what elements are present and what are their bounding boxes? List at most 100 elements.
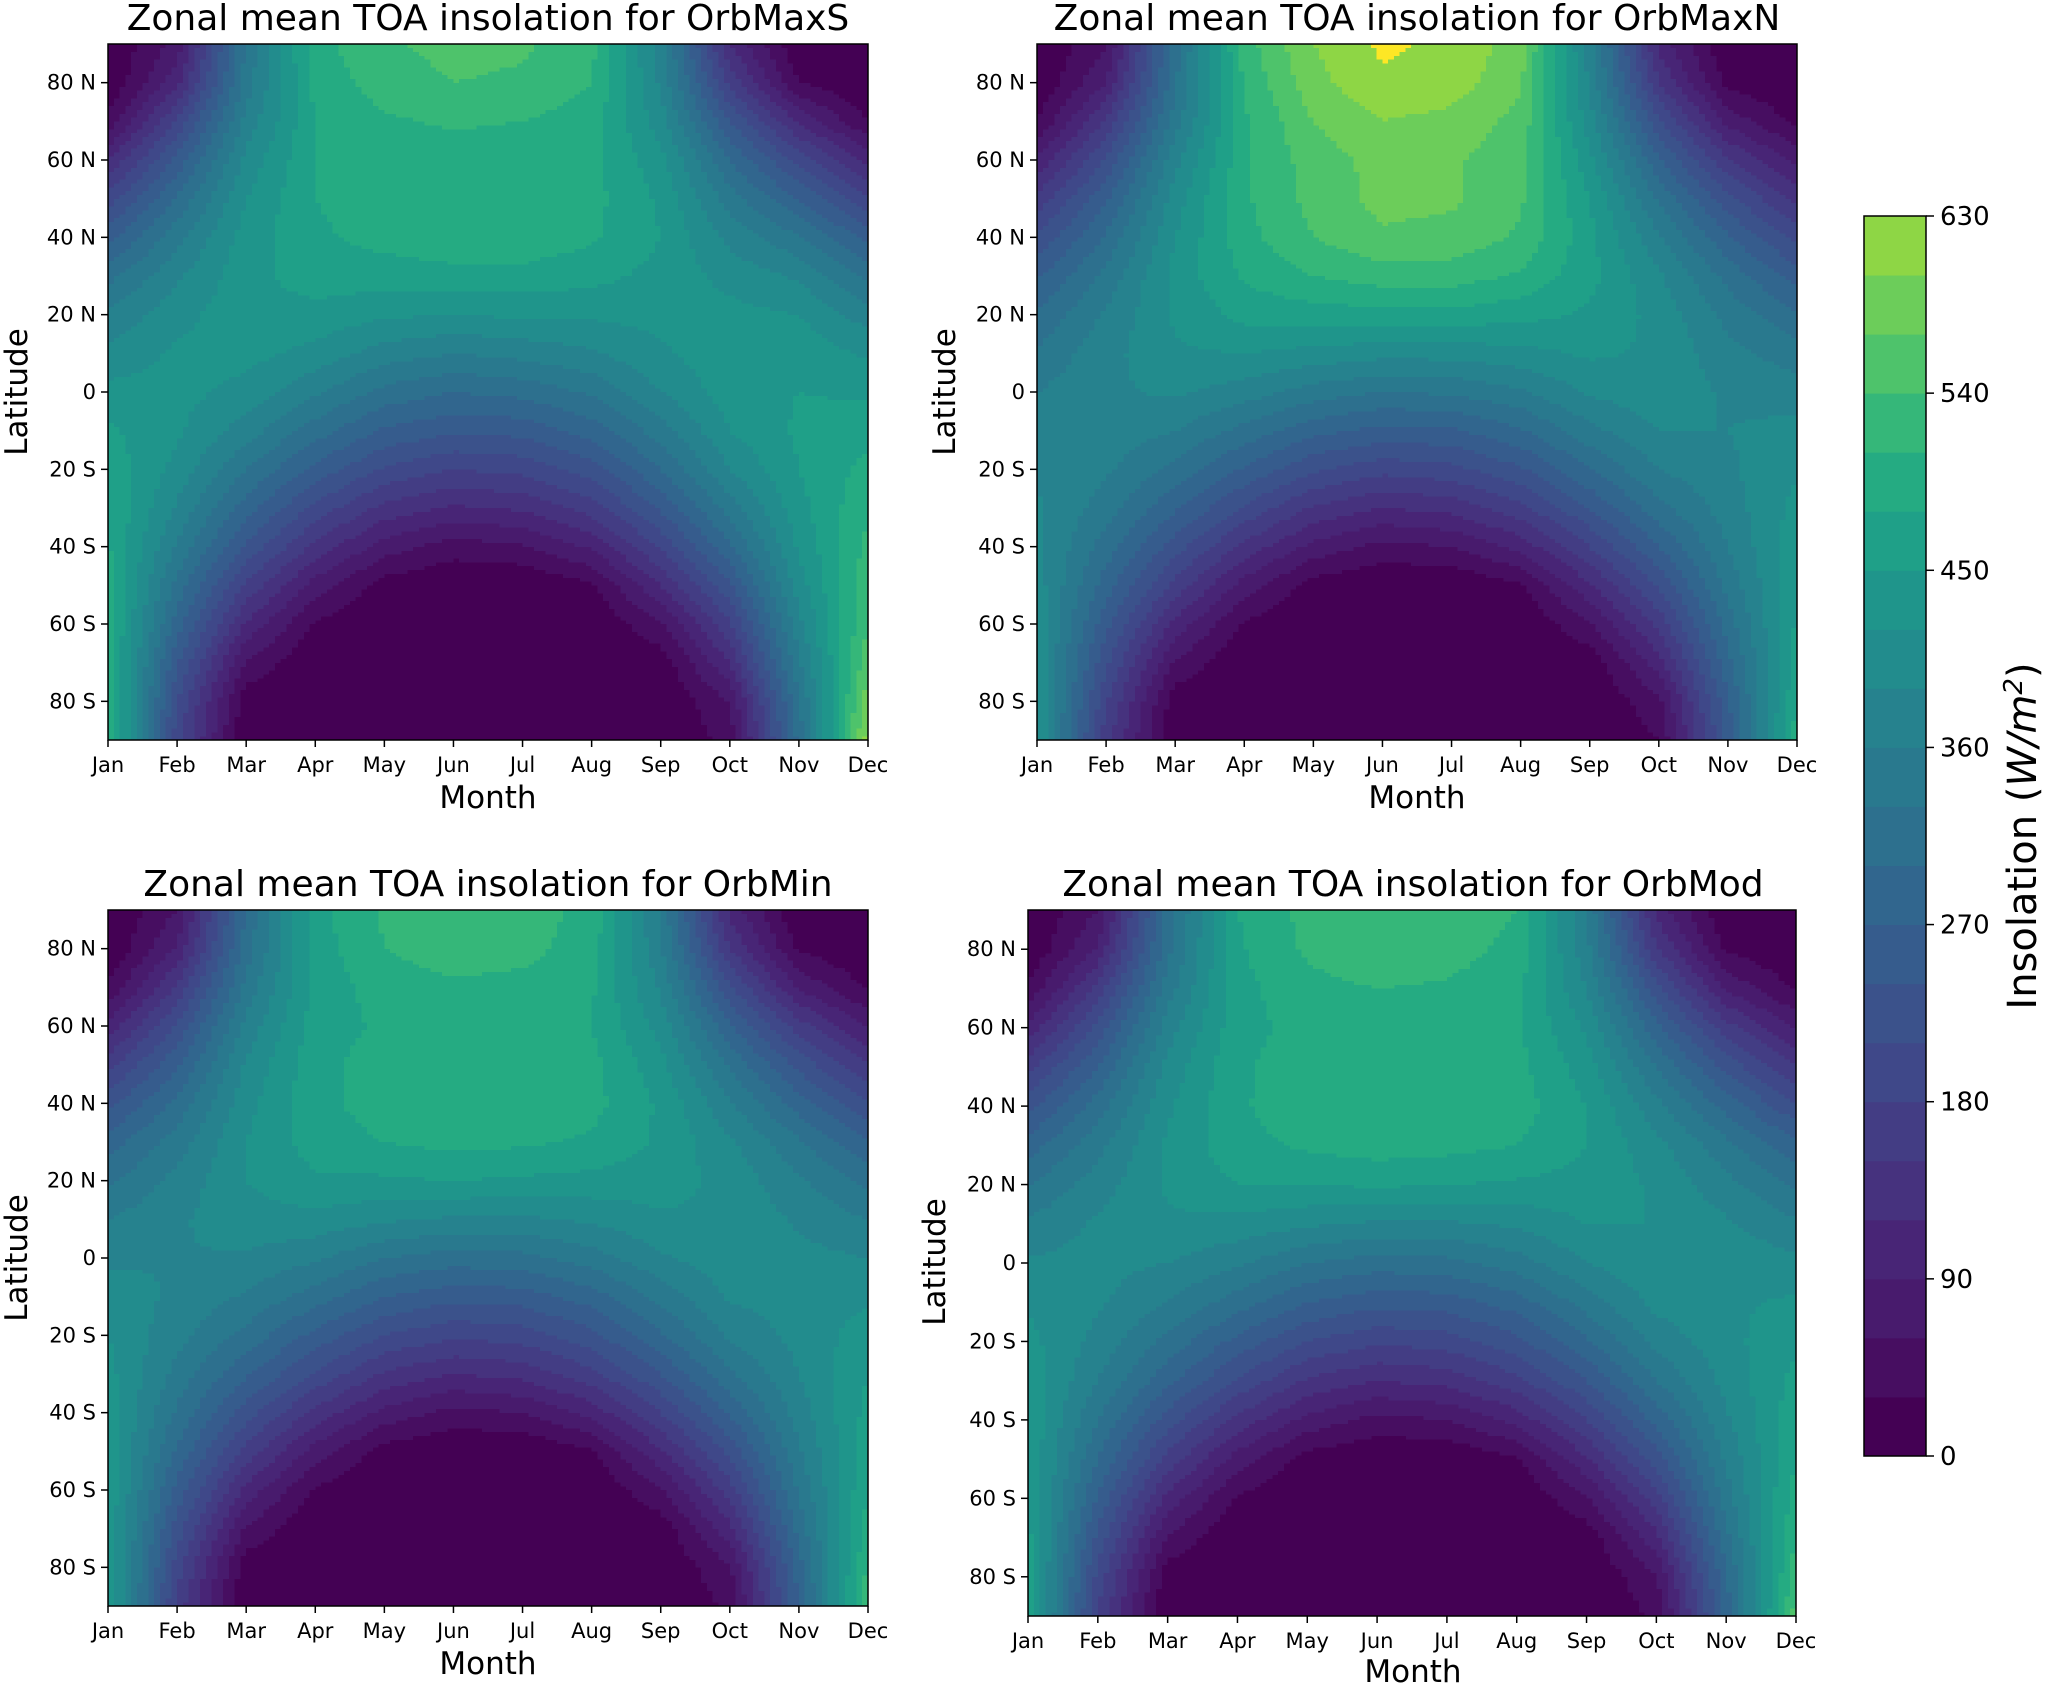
contour-cell	[574, 651, 580, 655]
contour-cell	[574, 701, 580, 705]
contour-cell	[661, 609, 667, 613]
contour-cell	[540, 643, 546, 647]
contour-cell	[626, 667, 632, 671]
contour-cell	[212, 682, 218, 686]
contour-cell	[292, 690, 298, 694]
contour-cell	[373, 632, 379, 636]
contour-cell	[206, 655, 212, 659]
contour-cell	[344, 651, 350, 655]
contour-cell	[609, 721, 615, 725]
contour-cell	[609, 725, 615, 729]
contour-cell	[684, 620, 690, 624]
contour-cell	[718, 655, 724, 659]
contour-cell	[684, 709, 690, 713]
contour-cell	[275, 655, 281, 659]
contour-cell	[741, 636, 747, 640]
contour-cell	[551, 636, 557, 640]
contour-cell	[505, 624, 511, 628]
contour-cell	[557, 612, 563, 616]
contour-cell	[603, 682, 609, 686]
contour-cell	[638, 728, 644, 732]
contour-cell	[810, 632, 816, 636]
contour-cell	[373, 717, 379, 721]
contour-cell	[695, 690, 701, 694]
contour-cell	[465, 593, 471, 597]
contour-cell	[229, 721, 235, 725]
contour-cell	[453, 709, 459, 713]
contour-cell	[810, 636, 816, 640]
contour-cell	[194, 639, 200, 643]
contour-cell	[482, 690, 488, 694]
contour-cell	[707, 655, 713, 659]
contour-cell	[419, 728, 425, 732]
contour-cell	[361, 686, 367, 690]
contour-cell	[292, 655, 298, 659]
contour-cell	[137, 620, 143, 624]
contour-cell	[494, 667, 500, 671]
contour-cell	[183, 721, 189, 725]
contour-cell	[678, 659, 684, 663]
contour-cell	[546, 663, 552, 667]
contour-cell	[292, 597, 298, 601]
contour-cell	[638, 682, 644, 686]
contour-cell	[494, 732, 500, 736]
contour-cell	[741, 612, 747, 616]
contour-cell	[344, 701, 350, 705]
contour-cell	[805, 701, 811, 705]
contour-cell	[528, 616, 534, 620]
contour-cell	[488, 728, 494, 732]
contour-cell	[166, 639, 172, 643]
contour-cell	[148, 636, 154, 640]
contour-cell	[661, 612, 667, 616]
contour-cell	[373, 647, 379, 651]
contour-cell	[643, 728, 649, 732]
contour-cell	[471, 713, 477, 717]
contour-cell	[546, 659, 552, 663]
contour-cell	[638, 597, 644, 601]
contour-cell	[333, 732, 339, 736]
contour-cell	[223, 682, 229, 686]
contour-cell	[626, 609, 632, 613]
contour-cell	[839, 616, 845, 620]
contour-cell	[851, 659, 857, 663]
contour-cell	[125, 612, 131, 616]
contour-cell	[148, 609, 154, 613]
contour-cell	[114, 709, 120, 713]
contour-cell	[436, 620, 442, 624]
contour-cell	[379, 643, 385, 647]
contour-cell	[713, 694, 719, 698]
contour-cell	[275, 694, 281, 698]
contour-cell	[379, 639, 385, 643]
contour-cell	[632, 728, 638, 732]
contour-cell	[413, 686, 419, 690]
contour-cell	[148, 713, 154, 717]
contour-cell	[235, 721, 241, 725]
contour-cell	[367, 628, 373, 632]
contour-cell	[108, 636, 114, 640]
contour-cell	[580, 601, 586, 605]
contour-cell	[563, 616, 569, 620]
contour-cell	[286, 605, 292, 609]
contour-cell	[430, 663, 436, 667]
contour-cell	[730, 732, 736, 736]
contour-cell	[189, 670, 195, 674]
contour-cell	[177, 725, 183, 729]
contour-cell	[500, 728, 506, 732]
contour-cell	[442, 713, 448, 717]
contour-cell	[143, 705, 149, 709]
contour-cell	[517, 725, 523, 729]
contour-cell	[569, 670, 575, 674]
contour-cell	[592, 620, 598, 624]
contour-cell	[482, 721, 488, 725]
contour-cell	[367, 651, 373, 655]
contour-cell	[402, 728, 408, 732]
contour-cell	[263, 725, 269, 729]
contour-cell	[793, 651, 799, 655]
contour-cell	[160, 639, 166, 643]
contour-cell	[217, 701, 223, 705]
contour-cell	[419, 701, 425, 705]
contour-cell	[321, 670, 327, 674]
contour-cell	[747, 620, 753, 624]
contour-cell	[845, 694, 851, 698]
contour-cell	[471, 624, 477, 628]
